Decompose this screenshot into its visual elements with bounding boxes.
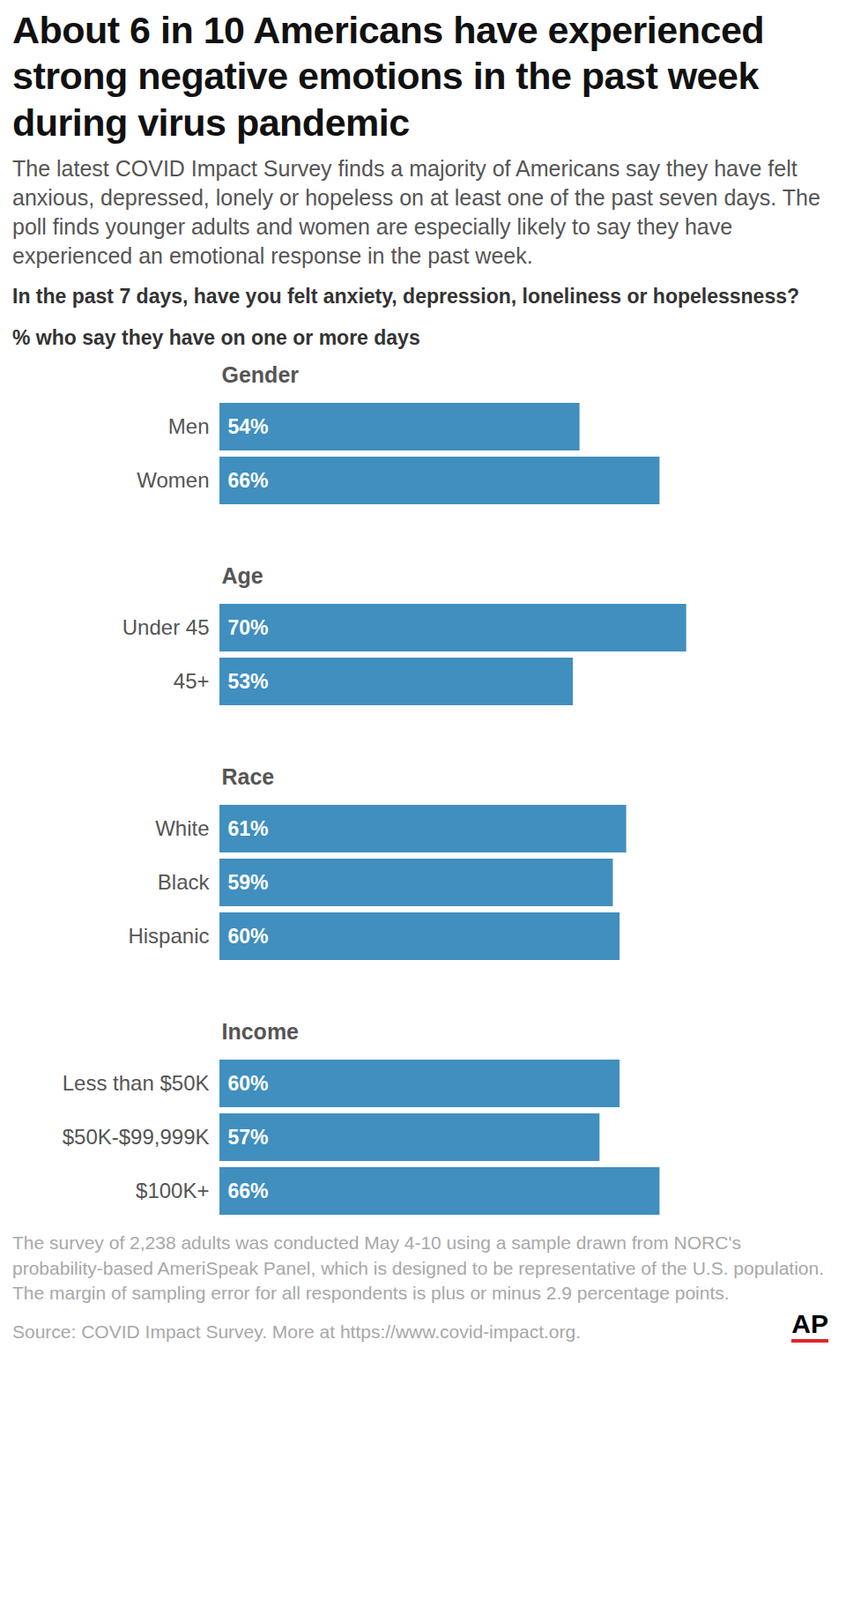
svg-text:45+: 45+ <box>173 669 210 694</box>
svg-text:Race: Race <box>222 764 275 789</box>
svg-text:60%: 60% <box>228 924 269 948</box>
svg-text:60%: 60% <box>228 1071 269 1095</box>
svg-text:Gender: Gender <box>222 362 300 387</box>
svg-text:$50K-$99,999K: $50K-$99,999K <box>62 1125 210 1150</box>
svg-text:66%: 66% <box>228 468 269 492</box>
html-text:About 6 in 10 Americans have e: About 6 in 10 Americans have experienced… <box>12 8 765 144</box>
svg-text:70%: 70% <box>228 615 269 639</box>
svg-text:57%: 57% <box>228 1125 269 1149</box>
html-text:The survey of 2,238 adults was: The survey of 2,238 adults was conducted… <box>12 1232 825 1303</box>
svg-text:Under 45: Under 45 <box>122 615 210 640</box>
html-text:% who say they have on one or: % who say they have on one or more days <box>12 326 421 350</box>
svg-text:Less than $50K: Less than $50K <box>62 1071 210 1096</box>
svg-text:Black: Black <box>157 870 211 895</box>
svg-text:White: White <box>155 816 209 841</box>
svg-text:59%: 59% <box>228 870 269 894</box>
html-text:AP: AP <box>791 1309 829 1339</box>
svg-text:$100K+: $100K+ <box>135 1179 209 1203</box>
svg-text:54%: 54% <box>228 415 269 438</box>
svg-text:Men: Men <box>168 415 210 439</box>
svg-text:Women: Women <box>136 468 209 493</box>
html-text:The latest COVID Impact Survey: The latest COVID Impact Survey finds a m… <box>12 156 821 269</box>
html-text:In the past 7 days, have you f: In the past 7 days, have you felt anxiet… <box>12 284 800 308</box>
svg-text:61%: 61% <box>228 816 269 840</box>
svg-text:Hispanic: Hispanic <box>127 924 209 949</box>
svg-text:53%: 53% <box>228 669 269 693</box>
svg-text:66%: 66% <box>228 1179 269 1203</box>
svg-text:Age: Age <box>222 563 264 588</box>
svg-text:Income: Income <box>222 1018 300 1044</box>
html-text:Source: COVID Impact Survey. M: Source: COVID Impact Survey. More at htt… <box>12 1321 581 1342</box>
